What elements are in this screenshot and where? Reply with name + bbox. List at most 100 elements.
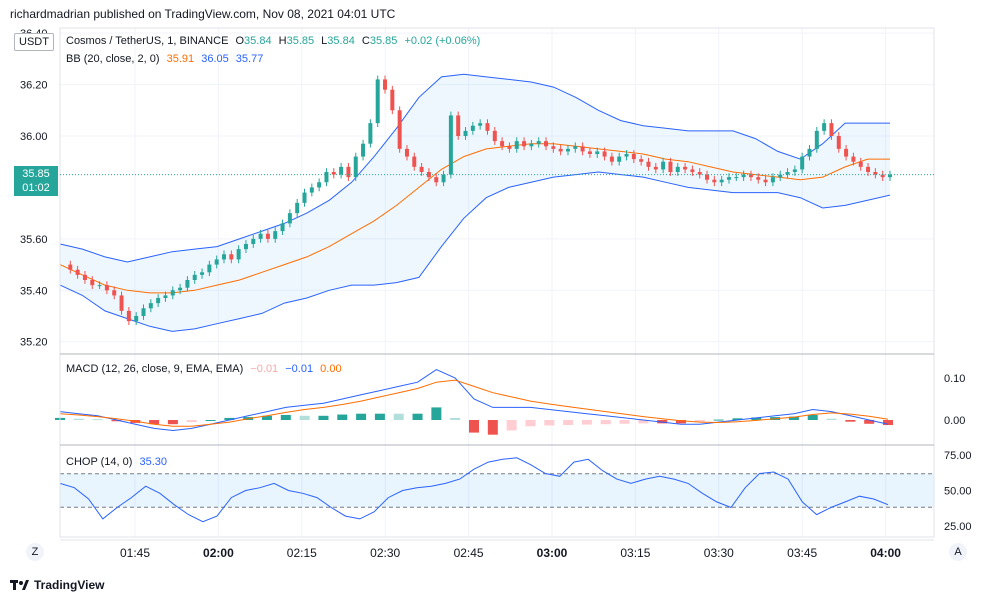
macd-histogram-bar [732,418,743,420]
candle-body [529,143,534,147]
candle-body [573,146,578,149]
open-value: 35.84 [244,35,272,47]
candle-body [317,182,322,188]
chop-pane [59,457,934,523]
close-label: C [361,35,370,47]
candle-body [478,123,483,126]
time-tick-label: 03:45 [787,546,817,560]
candle-body [126,310,131,322]
candle-body [178,287,183,291]
auto-scale-button[interactable]: A [949,543,967,561]
candle-body [514,141,519,149]
candle-body [844,148,849,157]
time-tick-label: 04:00 [870,546,901,560]
countdown-value: 01:02 [22,182,50,194]
candle-body [229,254,234,260]
macd-histogram-bar [356,413,367,420]
candle-body [163,295,168,298]
macd-signal-value: 0.00 [320,363,342,375]
candle-body [258,233,263,239]
candle-body [880,174,885,178]
macd-histogram-bar [694,420,705,423]
zoom-button[interactable]: Z [26,543,44,561]
macd-value: −0.01 [285,363,314,375]
candle-body [383,79,388,90]
candle-body [697,172,702,175]
bb-upper-value: 36.05 [201,53,229,65]
candle-body [873,172,878,175]
low-value: 35.84 [327,35,355,47]
candle-body [90,280,95,286]
candle-body [558,148,563,152]
currency-label[interactable]: USDT [14,33,54,51]
time-tick-label: 02:30 [370,546,400,560]
time-tick-label: 02:45 [454,546,484,560]
high-label: H [278,35,287,47]
candle-body [602,151,607,157]
chop-tick-label: 75.00 [944,450,972,462]
time-tick-label: 03:00 [537,546,568,560]
candle-body [507,146,512,149]
candle-body [104,285,109,291]
macd-histogram-bar [563,420,574,426]
candle-body [448,115,453,175]
candle-body [675,166,680,172]
candle-body [544,141,549,147]
candle-body [522,141,527,147]
candle-body [200,272,205,275]
candle-body [324,172,329,183]
macd-histogram-bar [337,414,348,420]
macd-legend: MACD (12, 26, close, 9, EMA, EMA) −0.01 … [66,363,346,375]
candle-body [353,156,358,178]
candle-body [295,202,300,214]
candle-body [273,231,278,239]
bb-fill [60,74,890,332]
last-price-badge: 35.85 01:02 [14,166,58,196]
candle-body [822,123,827,131]
candle-body [712,179,717,183]
candle-body [580,146,585,152]
candle-body [646,161,651,167]
time-tick-label: 02:00 [203,546,234,560]
candle-body [778,174,783,178]
macd-histogram-bar [581,420,592,425]
macd-histogram-bar [73,418,84,420]
macd-histogram-bar [374,413,385,420]
macd-histogram-bar [751,417,762,420]
symbol-legend: Cosmos / TetherUS, 1, BINANCE O35.84 H35… [66,35,484,47]
candle-body [331,172,336,175]
macd-histogram-bar [619,420,630,424]
macd-histogram-bar [676,420,686,424]
macd-histogram-bar [638,420,649,424]
candle-body [683,166,688,170]
chop-tick-label: 25.00 [944,521,972,533]
candle-body [265,233,270,239]
macd-histogram-bar [412,413,423,420]
tradingview-brand: TradingView [10,578,104,592]
signal-line [59,379,889,427]
candle-body [792,169,797,172]
candle-body [309,187,314,193]
price-tick-label: 36.00 [20,131,48,143]
candle-body [624,154,629,157]
candle-body [587,151,592,154]
candle-body [565,148,570,152]
candle-body [690,169,695,172]
candle-body [375,79,380,124]
candle-body [888,174,892,178]
candle-body [653,166,658,170]
candle-body [82,274,87,280]
candle-body [302,192,307,203]
macd-histogram-bar [506,420,517,431]
candle-body [705,174,710,180]
candle-body [156,298,161,304]
macd-histogram-bar [92,419,103,421]
macd-histogram-bar [318,415,329,420]
candle-body [222,254,227,260]
grid-lines [60,28,934,537]
candle-body [836,136,841,149]
candle-body [97,285,102,287]
candle-body [470,125,475,131]
candle-body [434,177,439,183]
